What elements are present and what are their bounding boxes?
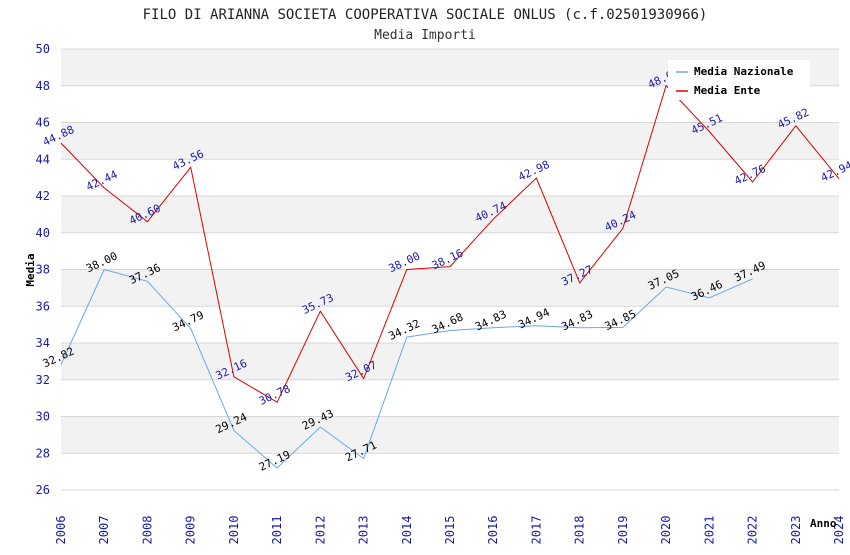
grid-band bbox=[61, 306, 839, 343]
y-axis-label: Media bbox=[24, 253, 37, 286]
grid-band bbox=[61, 122, 839, 160]
y-tick-label: 38 bbox=[36, 263, 50, 277]
x-axis-ticks: 2006 2007 2008 2009 2010 2011 2012 2013 2014 2015… bbox=[54, 516, 846, 545]
x-tick-label: 2007 bbox=[97, 516, 111, 545]
y-tick-label: 44 bbox=[36, 152, 50, 166]
y-tick-label: 34 bbox=[36, 336, 50, 350]
x-axis-label: Anno bbox=[810, 517, 837, 530]
y-tick-label: 40 bbox=[36, 226, 50, 240]
x-tick-label: 2010 bbox=[227, 516, 241, 545]
chart-title: FILO DI ARIANNA SOCIETA COOPERATIVA SOCI… bbox=[143, 7, 708, 23]
y-tick-label: 26 bbox=[36, 483, 50, 497]
legend-box bbox=[668, 60, 810, 100]
grid-band bbox=[61, 269, 839, 307]
x-tick-label: 2016 bbox=[486, 516, 500, 545]
grid-band bbox=[61, 416, 839, 454]
x-tick-label: 2018 bbox=[573, 516, 587, 545]
grid-band bbox=[61, 196, 839, 233]
legend-label-media-nazionale: Media Nazionale bbox=[694, 65, 794, 78]
y-tick-label: 42 bbox=[36, 189, 50, 203]
y-tick-label: 32 bbox=[36, 373, 50, 387]
series-lines bbox=[60, 84, 840, 469]
grid-band bbox=[61, 453, 839, 490]
series-line-media-ente bbox=[60, 84, 840, 403]
grid-band bbox=[61, 343, 839, 380]
x-tick-label: 2020 bbox=[659, 516, 673, 545]
grid-lines bbox=[61, 48, 839, 491]
y-tick-label: 36 bbox=[36, 299, 50, 313]
y-tick-label: 46 bbox=[36, 116, 50, 130]
chart-subtitle: Media Importi bbox=[374, 28, 476, 43]
series-line-media-nazionale bbox=[60, 268, 753, 469]
y-tick-label: 30 bbox=[36, 410, 50, 424]
x-tick-label: 2024 bbox=[832, 516, 846, 545]
legend: Media Nazionale Media Ente bbox=[668, 60, 810, 100]
y-tick-label: 28 bbox=[36, 446, 50, 460]
grid-band bbox=[61, 379, 839, 417]
legend-label-media-ente: Media Ente bbox=[694, 84, 761, 97]
x-tick-label: 2023 bbox=[789, 516, 803, 545]
x-tick-label: 2015 bbox=[443, 516, 457, 545]
y-tick-label: 50 bbox=[36, 42, 50, 56]
x-tick-label: 2006 bbox=[54, 516, 68, 545]
x-tick-label: 2014 bbox=[400, 516, 414, 545]
y-tick-label: 48 bbox=[36, 79, 50, 93]
x-tick-label: 2013 bbox=[357, 516, 371, 545]
x-tick-label: 2022 bbox=[746, 516, 760, 545]
x-tick-label: 2017 bbox=[529, 516, 543, 545]
x-tick-label: 2021 bbox=[702, 516, 716, 545]
x-tick-label: 2011 bbox=[270, 516, 284, 545]
grid-band bbox=[61, 232, 839, 270]
x-tick-label: 2019 bbox=[616, 516, 630, 545]
x-tick-label: 2009 bbox=[184, 516, 198, 545]
x-tick-label: 2008 bbox=[140, 516, 154, 545]
x-tick-label: 2012 bbox=[313, 516, 327, 545]
y-axis-ticks: 26 28 30 32 34 36 38 40 42 44 46 48 50 bbox=[36, 42, 50, 497]
grid-band bbox=[61, 159, 839, 196]
